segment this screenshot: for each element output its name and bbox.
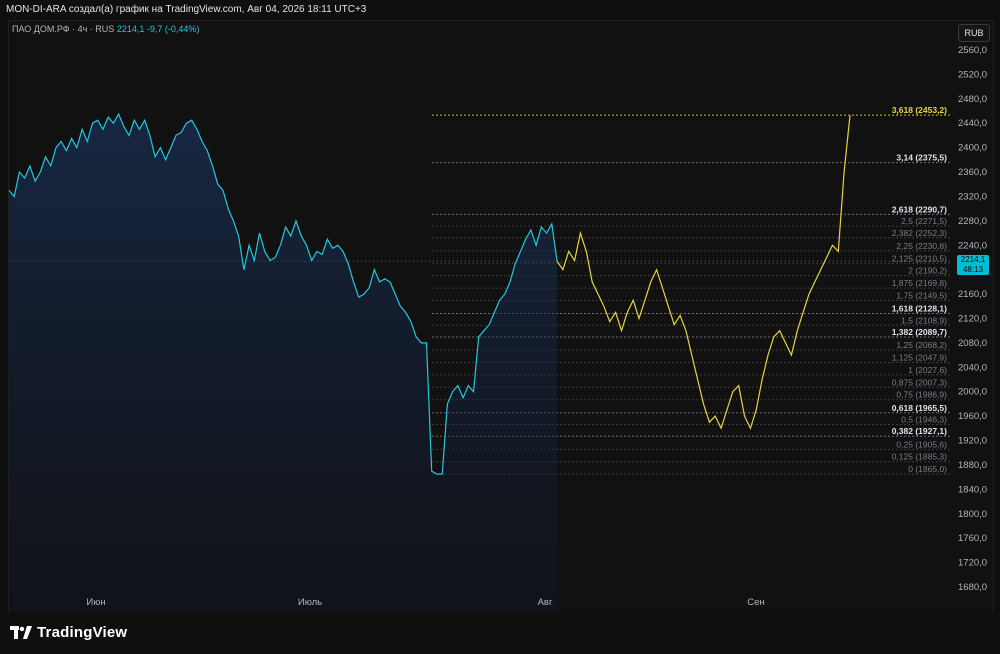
fib-level-label: 0,25 (1905,6) [896,439,947,449]
footer [0,613,1000,654]
x-tick-label: Июн [86,597,105,608]
y-tick-label: 1800,0 [958,509,987,520]
y-tick-label: 1880,0 [958,460,987,471]
x-tick-label: Июль [298,597,322,608]
fib-level-label: 2,25 (2230,8) [896,241,947,251]
y-tick-label: 1920,0 [958,436,987,447]
current-price-value: 2214,1 [960,255,986,264]
fib-level-label: 2,382 (2252,3) [892,228,947,238]
fib-level-label: 2,618 (2290,7) [892,204,947,214]
fib-level-label: 3,14 (2375,5) [896,153,947,163]
y-tick-label: 2240,0 [958,240,987,251]
fib-level-label: 1,875 (2169,8) [892,278,947,288]
fib-level-label: 0,75 (1986,9) [896,390,947,400]
fib-level-label: 2 (2190,2) [908,266,947,276]
fib-level-label: 1,382 (2089,7) [892,327,947,337]
price-area-fill [9,114,557,612]
projection-path[interactable] [556,115,851,430]
y-tick-label: 1840,0 [958,484,987,495]
symbol-change: -9,7 (-0,44%) [146,24,200,34]
y-tick-label: 1960,0 [958,411,987,422]
fib-level-label: 0,618 (1965,5) [892,403,947,413]
fib-level-label: 0,5 (1946,3) [901,414,947,424]
price-axis[interactable]: 2560,0 2520,0 2480,0 2440,0 2400,0 2360,0 2320… [958,45,987,593]
y-tick-label: 1680,0 [958,582,987,593]
tradingview-icon [10,626,32,639]
y-tick-label: 2400,0 [958,143,987,154]
projection-line [556,115,851,430]
time-axis[interactable]: Июн Июль Авг Сен [86,597,764,608]
current-price-badge: 2214,1 48:13 [957,255,989,275]
fib-level-label: 1,75 (2149,5) [896,290,947,300]
tradingview-logo[interactable]: TradingView [10,624,127,641]
fib-level-label: 1,5 (2108,9) [901,315,947,325]
fibonacci-extension[interactable]: 3,618 (2453,2) 3,14 (2375,5) 2,618 (2290,7… [9,105,952,475]
y-tick-label: 2080,0 [958,338,987,349]
fib-level-label: 0,875 (2007,3) [892,377,947,387]
y-tick-label: 2440,0 [958,118,987,129]
fib-level-label: 0 (1865,0) [908,464,947,474]
fib-level-label: 1 (2027,6) [908,365,947,375]
symbol-last-price: 2214,1 [116,24,145,34]
currency-button[interactable]: RUB [958,24,990,42]
y-tick-label: 1760,0 [958,533,987,544]
price-line [8,112,558,475]
fib-level-label: 3,618 (2453,2) [892,105,947,115]
y-tick-label: 2480,0 [958,94,987,105]
y-tick-label: 2280,0 [958,216,987,227]
symbol-name: ПАО ДОМ.РФ · 4ч · RUS [12,24,115,34]
y-tick-label: 2040,0 [958,362,987,373]
tradingview-brand: TradingView [37,624,128,641]
fib-level-label: 1,25 (2068,2) [896,340,947,350]
y-tick-label: 2320,0 [958,191,987,202]
y-tick-label: 2000,0 [958,387,987,398]
price-series [8,112,558,475]
fib-level-label: 1,125 (2047,9) [892,352,947,362]
y-tick-label: 2520,0 [958,69,987,80]
y-tick-label: 2560,0 [958,45,987,56]
header-bar: MON-DI-ARA создал(а) график на TradingVi… [0,0,1000,20]
x-tick-label: Сен [747,597,764,608]
fib-level-label: 0,125 (1885,3) [892,452,947,462]
header-title: MON-DI-ARA создал(а) график на TradingVi… [6,4,367,15]
y-tick-label: 2360,0 [958,167,987,178]
fib-level-label: 1,618 (2128,1) [892,304,947,314]
fib-level-label: 2,125 (2210,5) [892,253,947,263]
y-tick-label: 2120,0 [958,314,987,325]
y-tick-label: 2160,0 [958,289,987,300]
bar-countdown: 48:13 [962,265,984,274]
fib-level-label: 2,5 (2271,5) [901,216,947,226]
price-area [9,114,557,612]
symbol-legend[interactable]: ПАО ДОМ.РФ · 4ч · RUS 2214,1 -9,7 (-0,44… [12,24,199,34]
y-tick-label: 1720,0 [958,558,987,569]
x-tick-label: Авг [538,597,553,608]
fib-level-label: 0,382 (1927,1) [892,426,947,436]
